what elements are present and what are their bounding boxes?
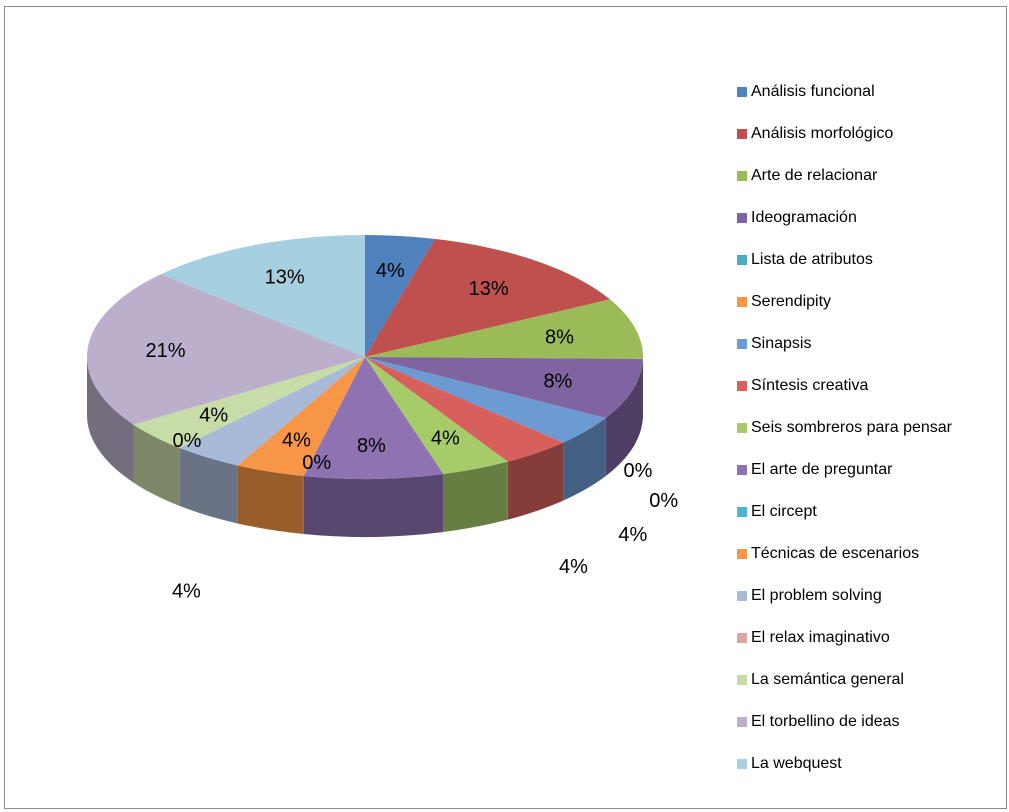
legend-label: El arte de preguntar <box>751 461 893 478</box>
legend-swatch <box>737 675 747 685</box>
pie-side-11 <box>237 465 304 535</box>
data-label-8: 4% <box>431 428 460 450</box>
pie-slice-11 <box>237 357 365 477</box>
pie-slice-7 <box>365 357 564 462</box>
legend-swatch <box>737 339 747 349</box>
legend-label: El relax imaginativo <box>751 629 890 646</box>
pie-slices <box>87 235 643 479</box>
data-label-4: 0% <box>649 490 678 512</box>
legend-swatch <box>737 465 747 475</box>
legend-item-9: El arte de preguntar <box>737 449 952 491</box>
pie-slice-0 <box>365 235 435 357</box>
legend-label: Análisis funcional <box>751 83 875 100</box>
pie-slice-9 <box>303 357 444 479</box>
legend-item-5: Serendipity <box>737 281 952 323</box>
legend-item-8: Seis sombreros para pensar <box>737 407 952 449</box>
legend-swatch <box>737 717 747 727</box>
pie-slice-6 <box>365 357 606 443</box>
legend-swatch <box>737 507 747 517</box>
legend-label: Técnicas de escenarios <box>751 545 920 562</box>
legend-label: Serendipity <box>751 293 832 310</box>
legend-item-11: Técnicas de escenarios <box>737 533 952 575</box>
legend-item-10: El circept <box>737 491 952 533</box>
legend-item-12: El problem solving <box>737 575 952 617</box>
legend-label: El problem solving <box>751 587 882 604</box>
data-label-14: 4% <box>199 405 228 427</box>
legend-swatch <box>737 255 747 265</box>
pie-side-6 <box>563 418 606 501</box>
legend-swatch <box>737 129 747 139</box>
pie-side-7 <box>507 442 564 520</box>
pie-side-8 <box>443 461 508 533</box>
legend-swatch <box>737 297 747 307</box>
data-label-0: 4% <box>376 260 405 282</box>
pie-side-3 <box>605 358 643 476</box>
legend-label: El torbellino de ideas <box>751 713 900 730</box>
legend-item-0: Análisis funcional <box>737 71 952 113</box>
legend-label: Análisis morfológico <box>751 125 894 142</box>
data-label-12: 4% <box>172 581 201 603</box>
legend-label: El circept <box>751 503 817 520</box>
pie-slice-15 <box>87 274 365 425</box>
pie-data-labels: 4%13%8%8%0%0%4%4%4%8%0%4%4%0%4%21%13% <box>145 260 678 603</box>
legend-item-7: Síntesis creativa <box>737 365 952 407</box>
pie-slice-12 <box>179 357 365 466</box>
legend-item-15: El torbellino de ideas <box>737 701 952 743</box>
legend-item-2: Arte de relacionar <box>737 155 952 197</box>
pie-chart: 4%13%8%8%0%0%4%4%4%8%0%4%4%0%4%21%13% <box>87 235 678 603</box>
data-label-10: 0% <box>302 452 331 474</box>
legend-item-1: Análisis morfológico <box>737 113 952 155</box>
legend: Análisis funcional Análisis morfológico Ar… <box>737 71 952 785</box>
legend-label: La semántica general <box>751 671 904 688</box>
legend-swatch <box>737 633 747 643</box>
data-label-11: 4% <box>282 430 311 452</box>
legend-item-16: La webquest <box>737 743 952 785</box>
data-label-9: 8% <box>357 435 386 457</box>
data-label-15: 21% <box>145 340 185 362</box>
data-label-6: 4% <box>618 524 647 546</box>
legend-label: Sinapsis <box>751 335 812 352</box>
data-label-16: 13% <box>265 267 305 289</box>
data-label-3: 8% <box>543 370 572 392</box>
legend-swatch <box>737 213 747 223</box>
legend-label: Arte de relacionar <box>751 167 878 184</box>
pie-side-14 <box>133 424 180 506</box>
pie-slice-2 <box>365 299 643 359</box>
legend-label: Ideogramación <box>751 209 857 226</box>
legend-swatch <box>737 87 747 97</box>
legend-label: Seis sombreros para pensar <box>751 419 952 436</box>
pie-slice-1 <box>365 238 611 357</box>
legend-swatch <box>737 591 747 601</box>
pie-depth <box>87 357 643 538</box>
legend-swatch <box>737 423 747 433</box>
pie-side-15 <box>87 357 134 483</box>
data-label-7: 4% <box>559 556 588 578</box>
pie-side-9 <box>303 474 444 538</box>
legend-label: Síntesis creativa <box>751 377 869 394</box>
legend-item-14: La semántica general <box>737 659 952 701</box>
legend-swatch <box>737 549 747 559</box>
data-label-5: 0% <box>624 460 653 482</box>
pie-slice-16 <box>160 235 365 357</box>
legend-swatch <box>737 759 747 769</box>
legend-swatch <box>737 381 747 391</box>
data-label-2: 8% <box>545 326 574 348</box>
legend-label: La webquest <box>751 755 842 772</box>
legend-item-6: Sinapsis <box>737 323 952 365</box>
legend-label: Lista de atributos <box>751 251 873 268</box>
data-label-1: 13% <box>469 278 509 300</box>
legend-item-4: Lista de atributos <box>737 239 952 281</box>
pie-slice-3 <box>365 357 643 418</box>
pie-side-12 <box>179 447 238 524</box>
pie-slice-8 <box>365 357 508 475</box>
pie-slice-14 <box>133 357 365 448</box>
legend-swatch <box>737 171 747 181</box>
chart-area: 4% 13% 8% 8% 0% 0% 4% 4% 4% 8% 0% 4% 4% 0% 4% 21% 13% An… <box>4 6 1007 809</box>
legend-item-13: El relax imaginativo <box>737 617 952 659</box>
data-label-13: 0% <box>173 430 202 452</box>
legend-item-3: Ideogramación <box>737 197 952 239</box>
